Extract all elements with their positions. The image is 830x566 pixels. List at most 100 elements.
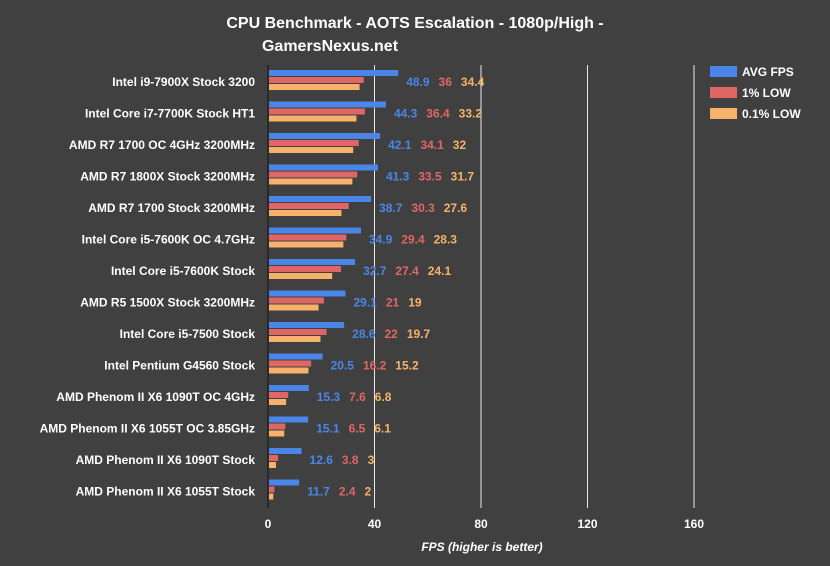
- category-label: AMD R7 1700 Stock 3200MHz: [88, 201, 255, 215]
- bar-1-low: [269, 297, 324, 304]
- category-label: Intel Core i5-7500 Stock: [120, 327, 256, 341]
- data-label: 36: [439, 75, 453, 89]
- category-label: AMD Phenom II X6 1090T OC 4GHz: [56, 390, 255, 404]
- bar-avg-fps: [269, 353, 323, 360]
- category-label: Intel Core i5-7600K OC 4.7GHz: [82, 233, 255, 247]
- legend-swatch: [710, 87, 737, 98]
- bar-0-1-low: [269, 336, 321, 342]
- bar-1-low: [269, 392, 289, 398]
- legend-label: 1% LOW: [742, 86, 791, 100]
- data-label: 6.8: [375, 390, 392, 404]
- bar-avg-fps: [269, 133, 381, 139]
- bar-1-low: [269, 77, 364, 83]
- bar-0-1-low: [269, 178, 353, 185]
- x-tick-label: 40: [368, 517, 382, 531]
- x-tick-label: 120: [577, 517, 597, 531]
- data-label: 2: [365, 485, 372, 499]
- data-label: 3.8: [342, 453, 359, 467]
- data-label: 42.1: [388, 138, 412, 152]
- category-label: AMD Phenom II X6 1090T Stock: [76, 453, 256, 467]
- data-label: 34.4: [461, 75, 485, 89]
- bar-avg-fps: [269, 259, 356, 265]
- bar-avg-fps: [269, 322, 345, 328]
- category-label: Intel Core i5-7600K Stock: [111, 264, 255, 278]
- category-label: AMD Phenom II X6 1055T OC 3.85GHz: [40, 422, 255, 436]
- legend-swatch: [710, 66, 737, 77]
- bar-1-low: [269, 266, 341, 272]
- legend-label: AVG FPS: [742, 65, 794, 79]
- data-label: 22: [385, 327, 399, 341]
- data-label: 32: [453, 138, 467, 152]
- bar-1-low: [269, 108, 365, 115]
- x-tick-label: 0: [265, 517, 272, 531]
- bar-0-1-low: [269, 399, 287, 405]
- bar-0-1-low: [269, 462, 276, 468]
- data-label: 21: [386, 296, 400, 310]
- data-label: 33.5: [418, 170, 442, 184]
- data-label: 19.7: [407, 327, 431, 341]
- data-label: 16.2: [363, 359, 387, 373]
- bar-0-1-low: [269, 367, 309, 374]
- data-label: 7.6: [349, 390, 366, 404]
- bar-avg-fps: [269, 227, 361, 234]
- data-label: 15.3: [317, 390, 341, 404]
- bar-avg-fps: [269, 70, 399, 76]
- data-label: 6.1: [374, 422, 391, 436]
- bar-avg-fps: [269, 385, 309, 391]
- data-label: 28.6: [352, 327, 376, 341]
- data-label: 15.1: [316, 422, 340, 436]
- bar-0-1-low: [269, 493, 274, 500]
- data-label: 29.4: [401, 233, 425, 247]
- bar-1-low: [269, 360, 312, 367]
- bar-1-low: [269, 234, 347, 241]
- bar-1-low: [269, 140, 359, 146]
- category-label: Intel i9-7900X Stock 3200: [112, 75, 255, 89]
- bar-1-low: [269, 455, 279, 461]
- bar-0-1-low: [269, 115, 357, 122]
- category-label: Intel Core i7-7700K Stock HT1: [85, 107, 255, 121]
- data-label: 41.3: [386, 170, 410, 184]
- bar-avg-fps: [269, 448, 302, 454]
- x-axis-label: FPS (higher is better): [421, 540, 542, 554]
- data-label: 20.5: [331, 359, 355, 373]
- data-label: 27.6: [444, 201, 468, 215]
- data-label: 31.7: [451, 170, 475, 184]
- data-label: 19: [408, 296, 422, 310]
- data-label: 38.7: [379, 201, 403, 215]
- data-label: 48.9: [406, 75, 430, 89]
- data-label: 34.9: [369, 233, 393, 247]
- data-label: 15.2: [395, 359, 419, 373]
- bar-0-1-low: [269, 147, 354, 153]
- bar-avg-fps: [269, 164, 378, 171]
- bar-avg-fps: [269, 290, 346, 297]
- data-label: 28.3: [434, 233, 458, 247]
- bar-0-1-low: [269, 273, 333, 279]
- bar-1-low: [269, 486, 275, 493]
- data-label: 30.3: [411, 201, 435, 215]
- bar-1-low: [269, 203, 349, 209]
- data-label: 2.4: [339, 485, 356, 499]
- data-label: 6.5: [349, 422, 366, 436]
- data-label: 32.7: [363, 264, 387, 278]
- bar-0-1-low: [269, 430, 285, 437]
- bar-0-1-low: [269, 84, 360, 90]
- chart-title-line2: GamersNexus.net: [262, 38, 399, 55]
- data-label: 12.6: [310, 453, 334, 467]
- data-label: 29.1: [353, 296, 377, 310]
- bar-0-1-low: [269, 241, 344, 248]
- category-label: AMD Phenom II X6 1055T Stock: [76, 485, 256, 499]
- bar-1-low: [269, 423, 286, 430]
- category-label: AMD R7 1800X Stock 3200MHz: [80, 170, 255, 184]
- x-tick-label: 80: [474, 517, 488, 531]
- bar-0-1-low: [269, 304, 319, 311]
- category-label: AMD R5 1500X Stock 3200MHz: [80, 296, 255, 310]
- bar-1-low: [269, 171, 358, 178]
- data-label: 11.7: [307, 485, 330, 499]
- legend-label: 0.1% LOW: [742, 107, 801, 121]
- bar-avg-fps: [269, 196, 372, 202]
- data-label: 24.1: [428, 264, 452, 278]
- bar-avg-fps: [269, 416, 309, 423]
- bar-avg-fps: [269, 479, 300, 486]
